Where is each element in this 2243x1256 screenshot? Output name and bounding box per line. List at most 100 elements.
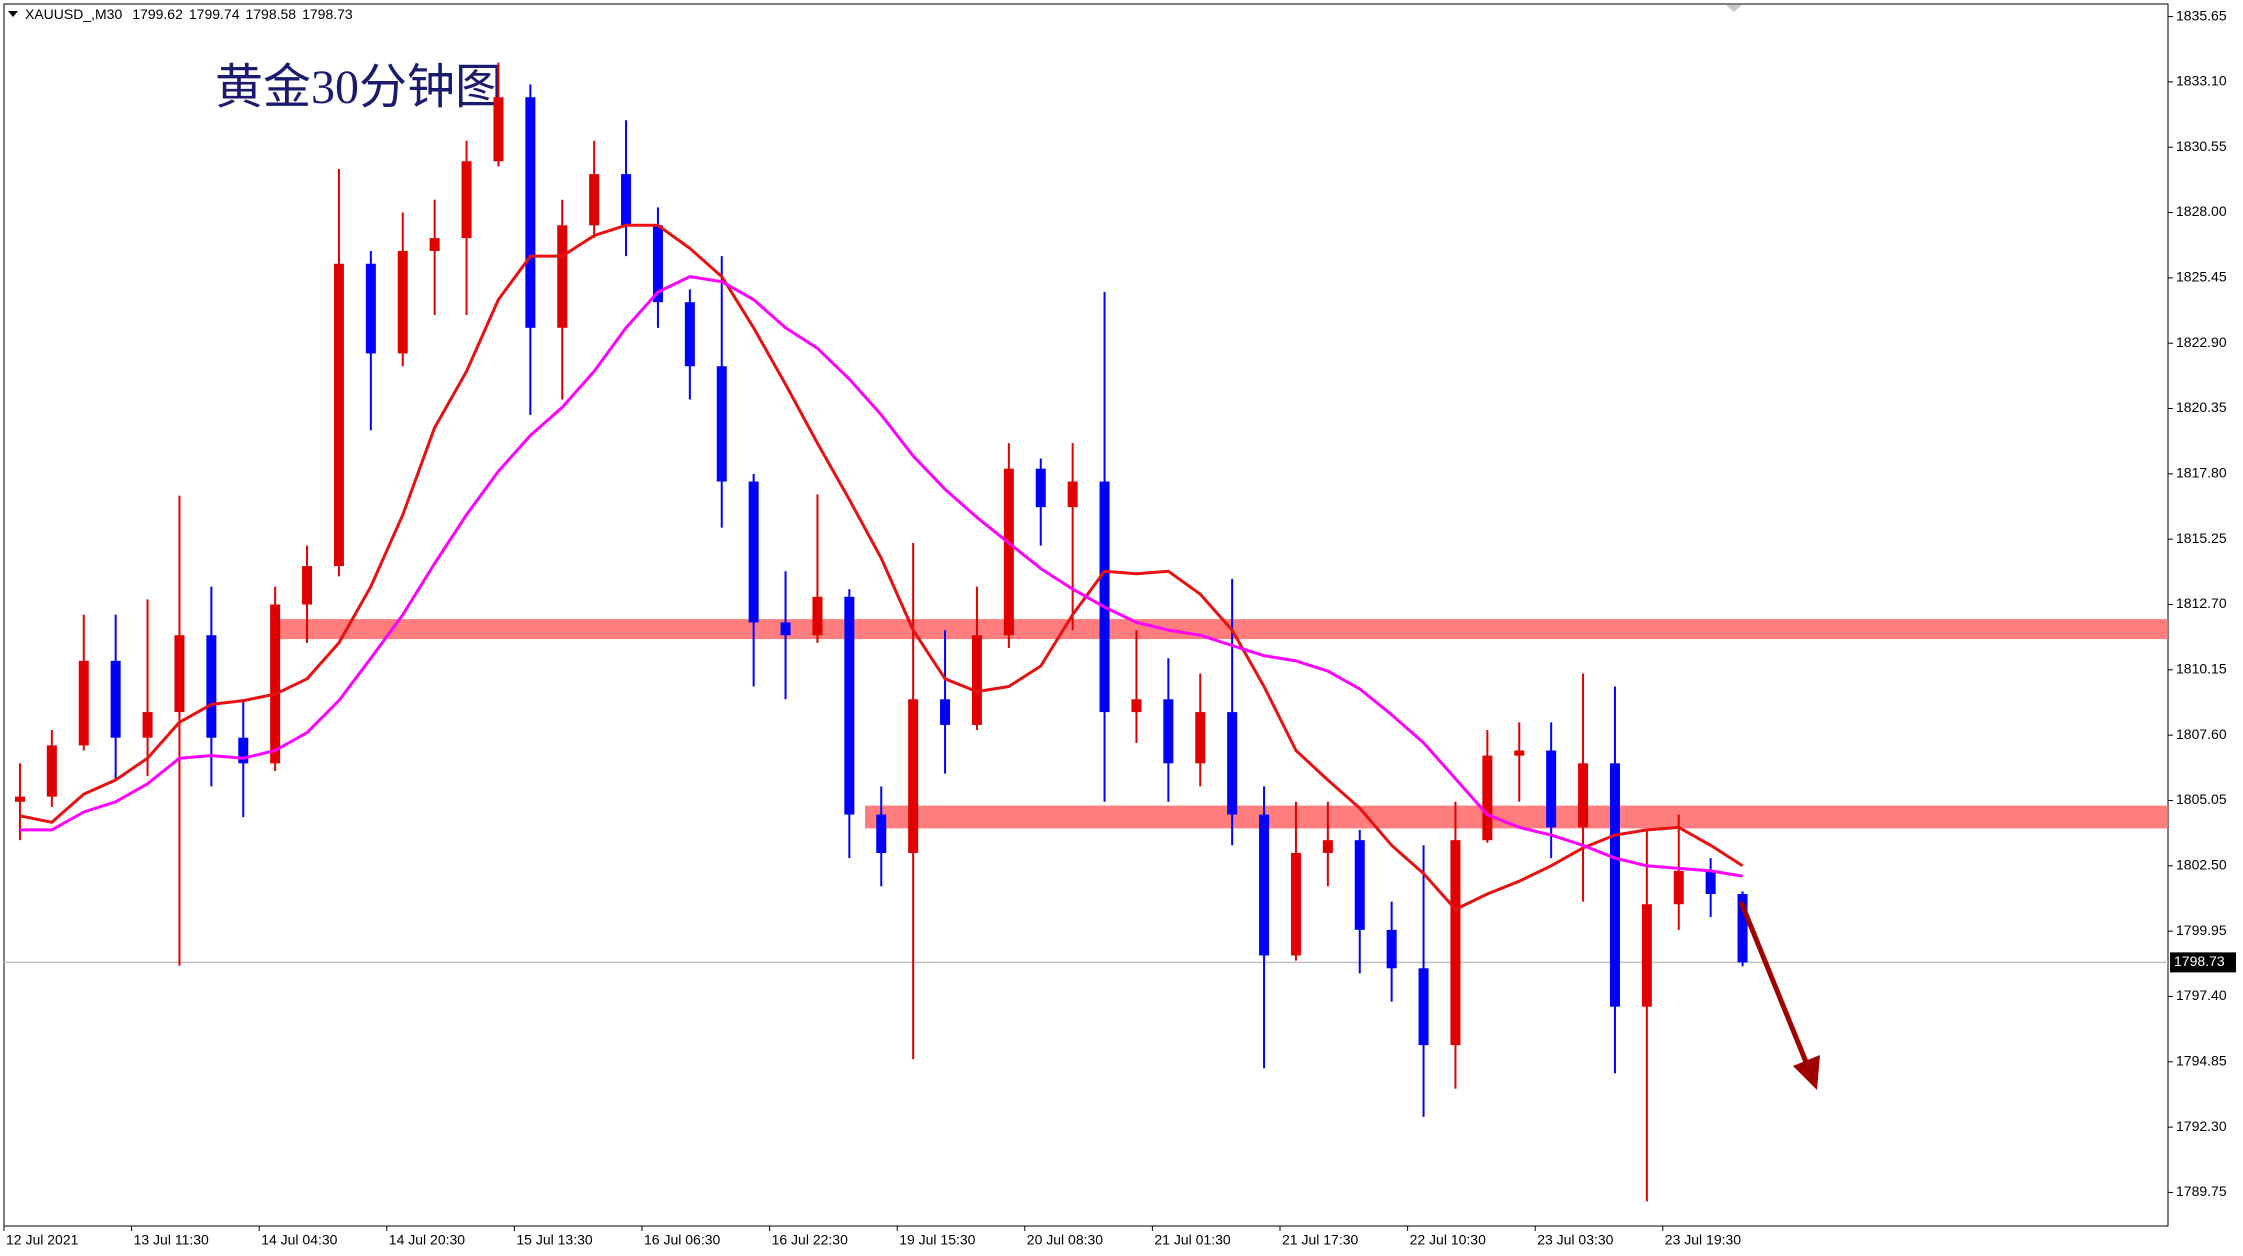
y-tick-label: 1830.55 xyxy=(2176,138,2227,154)
y-tick-label: 1828.00 xyxy=(2176,203,2227,219)
candle-body xyxy=(333,263,344,567)
x-tick-label: 21 Jul 01:30 xyxy=(1154,1232,1230,1248)
candle-body xyxy=(461,161,472,239)
x-tick-label: 15 Jul 13:30 xyxy=(516,1232,592,1248)
candle-body xyxy=(493,97,504,162)
candle-body xyxy=(1322,840,1333,853)
candle-body xyxy=(14,796,25,802)
candle-body xyxy=(142,712,153,738)
candle-body xyxy=(940,699,951,725)
candle-body xyxy=(876,814,887,853)
candle-body xyxy=(1546,750,1557,828)
candle-body xyxy=(1003,468,1014,636)
y-tick-label: 1794.85 xyxy=(2176,1052,2227,1068)
y-tick-label: 1812.70 xyxy=(2176,595,2227,611)
candle-body xyxy=(174,635,185,713)
header-open: 1799.62 xyxy=(132,6,183,22)
candle-body xyxy=(748,481,759,623)
candle-body xyxy=(1386,929,1397,969)
candle-body xyxy=(780,622,791,636)
candle-body xyxy=(1195,712,1206,764)
candle-body xyxy=(1227,712,1238,815)
candle-body xyxy=(589,174,600,226)
candle-body xyxy=(971,635,982,725)
y-tick-label: 1815.25 xyxy=(2176,530,2227,546)
y-tick-label: 1789.75 xyxy=(2176,1183,2227,1199)
candle-body xyxy=(1578,763,1589,828)
candle-body xyxy=(1354,840,1365,930)
x-tick-label: 20 Jul 08:30 xyxy=(1027,1232,1103,1248)
candle-body xyxy=(1099,481,1110,713)
x-tick-label: 22 Jul 10:30 xyxy=(1410,1232,1486,1248)
moving-average xyxy=(19,275,1743,878)
header-low: 1798.58 xyxy=(245,6,296,22)
x-tick-label: 16 Jul 22:30 xyxy=(772,1232,848,1248)
y-tick-label: 1825.45 xyxy=(2176,269,2227,285)
y-tick-label: 1822.90 xyxy=(2176,334,2227,350)
chart-title: 黄金30分钟图 xyxy=(215,61,503,114)
trend-arrow xyxy=(1738,901,1820,1090)
x-tick-label: 23 Jul 03:30 xyxy=(1537,1232,1613,1248)
candle-body xyxy=(652,225,663,303)
candle-body xyxy=(1514,750,1525,756)
candle-body xyxy=(908,699,919,853)
x-tick-label: 12 Jul 2021 xyxy=(6,1232,79,1248)
candle-body xyxy=(110,660,121,738)
candle-body xyxy=(684,302,695,367)
candle-body xyxy=(1067,481,1078,508)
support-resistance-zone xyxy=(272,619,2168,640)
arrow-shaft xyxy=(1738,901,1809,1063)
x-tick-label: 21 Jul 17:30 xyxy=(1282,1232,1358,1248)
candle-body xyxy=(78,660,89,746)
candle-body xyxy=(238,737,249,764)
candle-body xyxy=(1163,699,1174,764)
candle-body xyxy=(429,238,440,251)
candle-body xyxy=(525,97,536,328)
y-tick-label: 1833.10 xyxy=(2176,73,2227,89)
last-price-label: 1798.73 xyxy=(2174,953,2225,969)
y-tick-label: 1835.65 xyxy=(2176,7,2227,23)
x-tick-label: 14 Jul 20:30 xyxy=(389,1232,465,1248)
candle-body xyxy=(302,566,313,605)
candle-body xyxy=(1482,755,1493,841)
candle-body xyxy=(1737,893,1748,963)
y-tick-label: 1797.40 xyxy=(2176,987,2227,1003)
candle-body xyxy=(365,263,376,354)
arrow-head xyxy=(1793,1055,1820,1090)
x-tick-label: 23 Jul 19:30 xyxy=(1665,1232,1741,1248)
candle-body xyxy=(844,596,855,815)
candle-body xyxy=(1641,904,1652,1007)
header: XAUUSD_,M30 1799.62 1799.74 1798.58 1798.73 xyxy=(25,6,353,22)
candle-body xyxy=(397,250,408,354)
candle-body xyxy=(1418,968,1429,1046)
y-tick-label: 1805.05 xyxy=(2176,791,2227,807)
menu-triangle xyxy=(8,11,18,17)
x-tick-label: 14 Jul 04:30 xyxy=(261,1232,337,1248)
candle-body xyxy=(1290,852,1301,956)
candle-body xyxy=(1259,814,1270,956)
candle-body xyxy=(206,635,217,738)
support-resistance-zone xyxy=(865,805,2168,829)
candle-body xyxy=(1035,468,1046,508)
last-price-box xyxy=(2170,952,2236,973)
plot-area xyxy=(4,62,2168,1202)
y-tick-label: 1807.60 xyxy=(2176,726,2227,742)
candle-body xyxy=(1705,870,1716,894)
candle-body xyxy=(1609,763,1620,1007)
header-close: 1798.73 xyxy=(302,6,353,22)
candle-body xyxy=(716,366,727,482)
x-tick-label: 13 Jul 11:30 xyxy=(134,1232,209,1248)
candle-body xyxy=(621,174,632,226)
y-tick-label: 1792.30 xyxy=(2176,1118,2227,1134)
candle-body xyxy=(270,604,281,764)
y-tick-label: 1817.80 xyxy=(2176,465,2227,481)
candle-body xyxy=(1450,840,1461,1046)
moving-average xyxy=(19,223,1744,911)
scroll-marker xyxy=(1726,5,1742,12)
y-tick-label: 1820.35 xyxy=(2176,399,2227,415)
x-tick-label: 19 Jul 15:30 xyxy=(899,1232,975,1248)
candle-body xyxy=(812,596,823,636)
x-tick-label: 16 Jul 06:30 xyxy=(644,1232,720,1248)
candle-body xyxy=(46,745,57,797)
